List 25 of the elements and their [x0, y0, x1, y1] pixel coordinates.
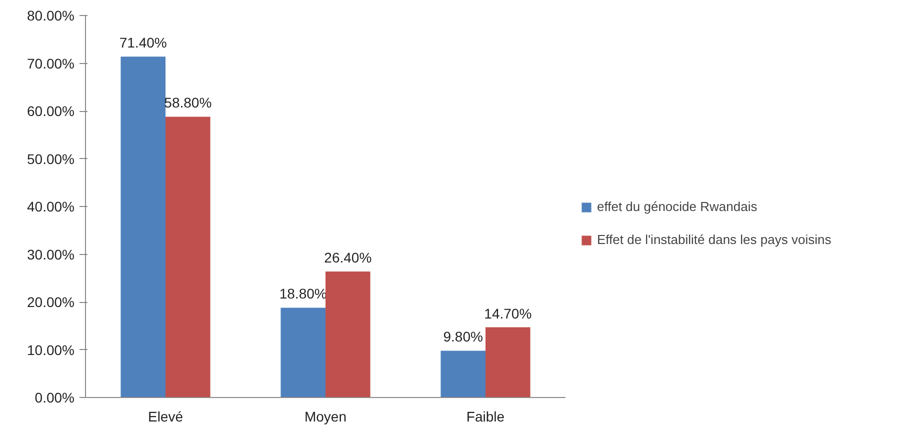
- y-tick-label: 70.00%: [27, 55, 74, 72]
- data-label: 26.40%: [324, 249, 372, 266]
- data-label: 18.80%: [279, 286, 327, 302]
- bar: [440, 350, 486, 398]
- data-label: 14.70%: [484, 305, 532, 322]
- data-label: 9.80%: [443, 328, 483, 345]
- legend-label: Effet de l'instabilité dans les pays voisins: [597, 232, 832, 247]
- legend-label: effet du génocide Rwandais: [597, 199, 758, 214]
- bar: [120, 56, 166, 398]
- y-tick-label: 80.00%: [27, 8, 74, 24]
- y-tick-label: 50.00%: [27, 150, 74, 167]
- y-tick-label: 10.00%: [27, 342, 74, 358]
- bar: [486, 327, 530, 398]
- bar: [280, 308, 326, 398]
- y-tick-label: 60.00%: [27, 103, 74, 119]
- y-tick-label: 20.00%: [27, 294, 74, 310]
- x-tick-label: Elevé: [148, 408, 184, 424]
- y-tick-label: 30.00%: [27, 246, 74, 262]
- bar: [166, 116, 210, 398]
- bar: [326, 271, 370, 398]
- data-label: 71.40%: [119, 34, 167, 51]
- x-tick-label: Moyen: [304, 408, 347, 424]
- x-tick-label: Faible: [466, 408, 505, 424]
- y-tick-label: 0.00%: [34, 390, 75, 406]
- y-tick-label: 40.00%: [27, 198, 74, 214]
